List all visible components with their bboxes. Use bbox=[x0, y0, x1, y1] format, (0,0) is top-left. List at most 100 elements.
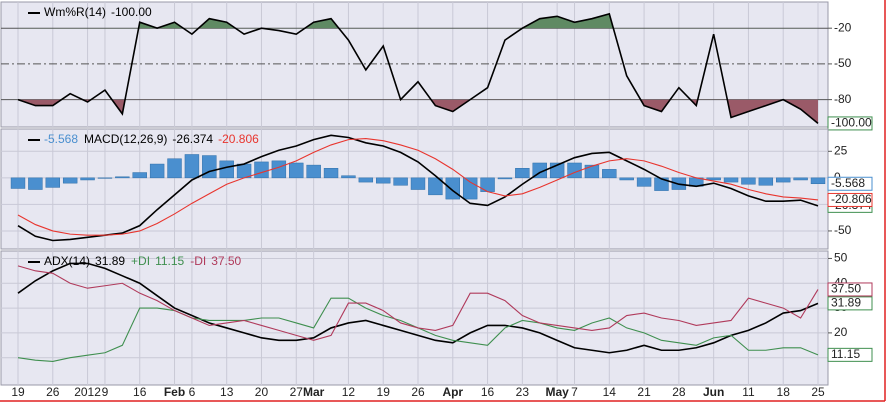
histogram-bar bbox=[393, 177, 408, 186]
x-tick-label: 23 bbox=[516, 385, 530, 399]
legend-value: -20.806 bbox=[218, 132, 259, 146]
value-box bbox=[827, 116, 873, 131]
legend: -5.568 MACD(12,26,9) -26.374 -20.806 bbox=[44, 132, 259, 146]
histogram-bar bbox=[306, 164, 321, 179]
x-tick-label: Apr bbox=[442, 385, 463, 399]
x-tick-label: Mar bbox=[303, 385, 325, 399]
series-line bbox=[17, 134, 819, 242]
value-box bbox=[827, 176, 873, 191]
histogram-bar bbox=[723, 177, 739, 183]
value-box bbox=[827, 282, 873, 297]
y-tick-label: 20 bbox=[834, 325, 848, 339]
x-tick-label: 12 bbox=[342, 385, 356, 399]
y-tick-label: -50 bbox=[834, 56, 852, 70]
histogram-bar bbox=[289, 162, 304, 179]
panel-background bbox=[0, 250, 829, 386]
legend-name: Wm%R(14) bbox=[44, 5, 106, 19]
x-tick-label: 6 bbox=[189, 385, 196, 399]
x-tick-label: 7 bbox=[571, 385, 578, 399]
x-tick-label: 19 bbox=[11, 385, 25, 399]
histogram-bar bbox=[602, 169, 617, 179]
x-tick-label: 27 bbox=[290, 385, 304, 399]
histogram-bar bbox=[219, 160, 234, 179]
legend-name: -DI bbox=[190, 254, 206, 268]
x-tick-label: 28 bbox=[672, 385, 686, 399]
y-tick-label: -80 bbox=[834, 92, 852, 106]
x-tick-label: Jun bbox=[703, 385, 724, 399]
x-tick-label: 13 bbox=[220, 385, 234, 399]
histogram-bar bbox=[358, 177, 374, 183]
value-box-label: 31.89 bbox=[831, 296, 861, 310]
legend: Wm%R(14) -100.00 bbox=[44, 5, 152, 19]
histogram-bar bbox=[810, 177, 826, 185]
histogram-bar bbox=[584, 164, 600, 179]
y-tick-label: -20 bbox=[834, 20, 852, 34]
histogram-bar bbox=[254, 161, 269, 179]
x-tick-label: Feb bbox=[164, 385, 185, 399]
histogram-bar bbox=[428, 177, 443, 196]
legend-name: MACD(12,26,9) bbox=[84, 132, 167, 146]
value-box-label: 11.15 bbox=[831, 347, 860, 361]
histogram-bar bbox=[323, 168, 339, 179]
x-tick-label: May bbox=[545, 385, 569, 399]
x-tick-label: 21 bbox=[637, 385, 651, 399]
x-tick-label: 2012 bbox=[74, 385, 101, 399]
histogram-bar bbox=[28, 177, 43, 190]
series-line bbox=[17, 12, 819, 125]
x-tick-label: 25 bbox=[811, 385, 825, 399]
legend-value: -5.568 bbox=[44, 132, 78, 146]
histogram-bar bbox=[636, 177, 652, 187]
x-tick-label: 16 bbox=[133, 385, 147, 399]
histogram-bar bbox=[80, 177, 95, 181]
histogram-bar bbox=[271, 160, 287, 179]
histogram-bar bbox=[758, 177, 774, 186]
value-box-label: -20.806 bbox=[831, 192, 872, 206]
histogram-bar bbox=[341, 175, 356, 179]
value-box bbox=[827, 347, 873, 362]
histogram-bar bbox=[410, 177, 426, 190]
histogram-bar bbox=[497, 177, 513, 180]
legend-value: -26.374 bbox=[172, 132, 213, 146]
legend: ADX(14) 31.89 +DI 11.15 -DI 37.50 bbox=[44, 254, 242, 268]
legend-name: +DI bbox=[131, 254, 150, 268]
series-line bbox=[17, 138, 819, 236]
histogram-bar bbox=[462, 177, 478, 200]
histogram-bar bbox=[741, 177, 756, 185]
x-tick-label: 26 bbox=[46, 385, 60, 399]
value-box-label: -100.00 bbox=[831, 116, 872, 130]
histogram-bar bbox=[236, 163, 252, 179]
x-tick-label: 11 bbox=[742, 385, 755, 399]
x-tick-label: 9 bbox=[102, 385, 109, 399]
value-box bbox=[827, 192, 873, 207]
histogram-bar bbox=[97, 177, 113, 179]
series-line bbox=[17, 262, 819, 354]
overbought-fill bbox=[138, 13, 614, 29]
histogram-bar bbox=[515, 168, 530, 179]
legend-value: -100.00 bbox=[111, 5, 152, 19]
value-box-label: -5.568 bbox=[831, 176, 865, 190]
histogram-bar bbox=[793, 177, 808, 181]
legend-name: ADX(14) bbox=[44, 254, 90, 268]
histogram-bar bbox=[10, 177, 26, 189]
x-tick-label: 19 bbox=[377, 385, 391, 399]
histogram-bar bbox=[445, 177, 460, 200]
histogram-bar bbox=[202, 155, 217, 179]
oversold-fill bbox=[18, 99, 818, 124]
x-tick-label: 14 bbox=[603, 385, 617, 399]
histogram-bar bbox=[776, 177, 791, 183]
histogram-bar bbox=[149, 163, 165, 179]
x-tick-label: 16 bbox=[481, 385, 495, 399]
histogram-bar bbox=[184, 154, 200, 179]
histogram-bar bbox=[654, 177, 669, 191]
y-tick-label: 50 bbox=[834, 251, 848, 265]
histogram-bar bbox=[706, 177, 721, 181]
legend-value: 37.50 bbox=[211, 254, 241, 268]
histogram-bar bbox=[376, 177, 391, 184]
x-tick-label: 18 bbox=[777, 385, 791, 399]
x-tick-label: 26 bbox=[411, 385, 425, 399]
value-box-label: 37.50 bbox=[831, 282, 861, 296]
y-tick-label: 25 bbox=[834, 143, 848, 157]
y-tick-label: -50 bbox=[834, 223, 852, 237]
histogram-bar bbox=[62, 177, 78, 184]
